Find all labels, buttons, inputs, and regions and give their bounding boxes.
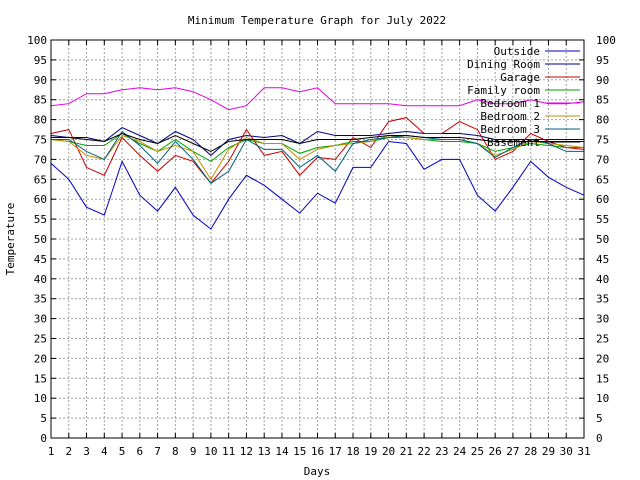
x-tick-label: 12 (240, 445, 253, 458)
legend-label: Dining Room (467, 58, 540, 71)
x-tick-label: 18 (346, 445, 359, 458)
y-axis-label: Temperature (4, 203, 17, 276)
x-tick-label: 25 (471, 445, 484, 458)
y-tick-label-right: 10 (596, 392, 609, 405)
legend-label: Bedroom 2 (480, 110, 540, 123)
x-tick-label: 22 (417, 445, 430, 458)
y-tick-label-left: 35 (34, 293, 47, 306)
y-tick-label-right: 65 (596, 173, 609, 186)
x-tick-label: 1 (48, 445, 55, 458)
x-tick-label: 8 (172, 445, 179, 458)
x-tick-label: 6 (137, 445, 144, 458)
x-tick-label: 11 (222, 445, 235, 458)
x-axis-label: Days (304, 465, 331, 478)
x-tick-label: 29 (542, 445, 555, 458)
y-tick-label-left: 95 (34, 54, 47, 67)
y-tick-label-left: 5 (40, 412, 47, 425)
y-tick-label-left: 30 (34, 313, 47, 326)
y-tick-label-right: 95 (596, 54, 609, 67)
y-tick-label-right: 85 (596, 94, 609, 107)
legend-label: Bedroom 3 (480, 123, 540, 136)
y-tick-label-left: 15 (34, 372, 47, 385)
x-tick-label: 2 (65, 445, 72, 458)
y-tick-label-left: 40 (34, 273, 47, 286)
y-tick-label-right: 55 (596, 213, 609, 226)
series-line-bedroom-2 (50, 134, 585, 181)
y-tick-label-right: 50 (596, 233, 609, 246)
y-tick-label-right: 25 (596, 333, 609, 346)
y-tick-label-right: 75 (596, 134, 609, 147)
legend-label: Family room (467, 84, 540, 97)
y-tick-label-left: 45 (34, 253, 47, 266)
x-tick-label: 10 (204, 445, 217, 458)
y-tick-label-left: 80 (34, 114, 47, 127)
x-tick-label: 16 (311, 445, 324, 458)
series-line-family-room (50, 132, 584, 162)
legend-label: Bedroom 1 (480, 97, 540, 110)
y-tick-label-right: 40 (596, 273, 609, 286)
y-tick-label-left: 85 (34, 94, 47, 107)
series-line-basement (51, 132, 584, 152)
y-tick-label-right: 35 (596, 293, 609, 306)
y-tick-label-right: 45 (596, 253, 609, 266)
series-lines (50, 87, 585, 230)
y-tick-label-right: 15 (596, 372, 609, 385)
y-tick-label-left: 65 (34, 173, 47, 186)
y-tick-label-left: 75 (34, 134, 47, 147)
y-tick-label-left: 100 (27, 34, 47, 47)
x-tick-label: 30 (560, 445, 573, 458)
plot-frame (50, 39, 585, 439)
x-tick-label: 31 (577, 445, 590, 458)
x-tick-label: 9 (190, 445, 197, 458)
chart-title: Minimum Temperature Graph for July 2022 (188, 14, 446, 27)
x-tick-label: 17 (329, 445, 342, 458)
x-tick-label: 13 (258, 445, 271, 458)
x-tick-label: 24 (453, 445, 467, 458)
x-tick-label: 21 (400, 445, 413, 458)
legend-label: Outside (494, 45, 540, 58)
series-line-outside (50, 140, 585, 230)
legend-label: Garage (500, 71, 540, 84)
x-tick-label: 3 (83, 445, 90, 458)
y-tick-label-left: 55 (34, 213, 47, 226)
y-tick-label-left: 20 (34, 352, 47, 365)
y-tick-label-right: 60 (596, 193, 609, 206)
x-tick-label: 19 (364, 445, 377, 458)
y-tick-label-right: 90 (596, 74, 609, 87)
y-tick-label-left: 60 (34, 193, 47, 206)
x-tick-label: 5 (119, 445, 126, 458)
y-tick-label-right: 5 (596, 412, 603, 425)
x-tick-label: 7 (154, 445, 161, 458)
y-tick-label-right: 30 (596, 313, 609, 326)
y-tick-label-right: 20 (596, 352, 609, 365)
y-tick-label-left: 70 (34, 153, 47, 166)
series-line-garage (50, 117, 585, 185)
x-tick-label: 4 (101, 445, 108, 458)
y-tick-label-right: 100 (596, 34, 616, 47)
series-line-bedroom-3 (51, 130, 584, 184)
y-tick-label-left: 25 (34, 333, 47, 346)
x-tick-label: 15 (293, 445, 306, 458)
x-tick-label: 27 (506, 445, 519, 458)
x-tick-label: 20 (382, 445, 395, 458)
y-tick-label-right: 80 (596, 114, 609, 127)
legend-label: Basement (487, 136, 540, 149)
x-tick-label: 26 (489, 445, 502, 458)
y-tick-label-right: 70 (596, 153, 609, 166)
y-tick-label-right: 0 (596, 432, 603, 445)
y-tick-label-left: 10 (34, 392, 47, 405)
x-tick-label: 14 (275, 445, 289, 458)
x-tick-label: 28 (524, 445, 537, 458)
x-tick-label: 23 (435, 445, 448, 458)
y-tick-label-left: 90 (34, 74, 47, 87)
y-tick-label-left: 50 (34, 233, 47, 246)
y-tick-label-left: 0 (40, 432, 47, 445)
series-line-bedroom-1 (50, 87, 585, 111)
series-line-dining-room (50, 127, 584, 157)
